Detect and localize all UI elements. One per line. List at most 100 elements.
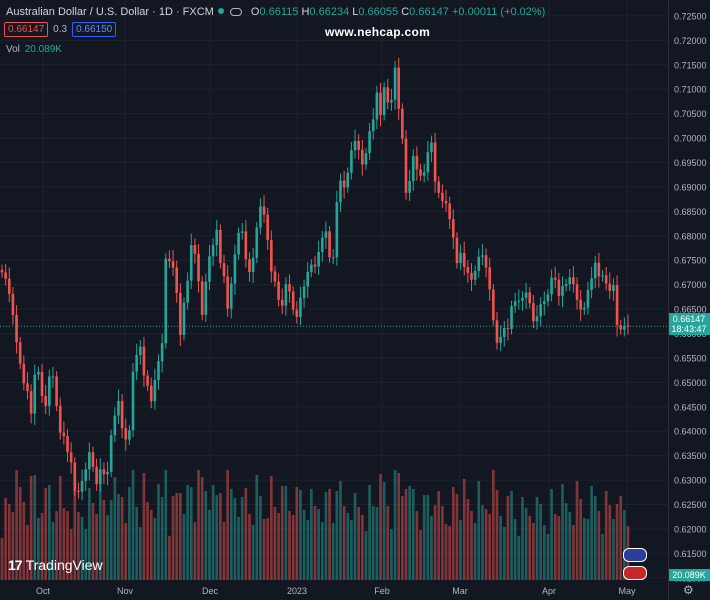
candle-body — [62, 432, 66, 437]
eye-icon[interactable] — [229, 8, 242, 17]
volume-bar — [106, 515, 109, 580]
candle-body — [386, 87, 390, 103]
candle-body — [361, 149, 364, 165]
trade-row: 0.66147 0.3 0.66150 — [4, 22, 117, 37]
y-tick-label: 0.64500 — [674, 402, 707, 412]
candle-body — [153, 379, 157, 402]
candle-body — [91, 452, 95, 467]
volume-bar — [77, 512, 80, 580]
candle-body — [331, 257, 335, 259]
candle-body — [102, 469, 106, 475]
volume-bar — [521, 497, 524, 580]
candle-body — [142, 346, 146, 376]
candle-body — [495, 320, 499, 343]
volume-bar — [557, 516, 561, 580]
y-tick-label: 0.63000 — [674, 476, 707, 486]
close-label: C — [401, 6, 410, 18]
volume-bar — [382, 482, 386, 580]
volume-bar — [462, 479, 466, 580]
volume-bar — [98, 479, 102, 580]
candle-body — [583, 307, 586, 310]
volume-bar — [357, 507, 360, 580]
chart-header: Australian Dollar / U.S. Dollar · 1D · F… — [6, 6, 545, 18]
candle-body — [193, 245, 197, 254]
candle-body — [371, 119, 375, 132]
candle-body — [470, 272, 473, 280]
candle-body — [550, 277, 553, 295]
candle-body — [535, 316, 539, 322]
volume-bar — [226, 470, 229, 580]
candle-body — [542, 301, 546, 305]
volume-bar — [251, 525, 255, 580]
candle-body — [346, 172, 350, 188]
symbol-title[interactable]: Australian Dollar / U.S. Dollar · 1D · F… — [6, 6, 214, 18]
volume-bar — [157, 484, 160, 580]
volume-bar — [528, 516, 532, 580]
y-tick-label: 0.72500 — [674, 11, 707, 21]
volume-bar — [18, 487, 22, 580]
candle-body — [401, 108, 404, 139]
price-axis[interactable]: 0.72500 0.72000 0.71500 0.71000 0.70500 0.700… — [674, 11, 707, 583]
candle-body — [109, 435, 113, 472]
y-tick-label: 0.65500 — [674, 353, 707, 363]
volume-bar — [579, 499, 582, 580]
gear-icon[interactable]: ⚙ — [683, 583, 694, 597]
volume-bar — [7, 504, 11, 580]
y-tick-label: 0.62500 — [674, 500, 707, 510]
tradingview-logo[interactable]: 17 TradingView — [8, 557, 103, 573]
candle-body — [302, 286, 306, 298]
volume-bar — [248, 514, 251, 580]
volume-bar — [561, 484, 564, 580]
market-status-icon — [217, 8, 224, 14]
volume-bar — [160, 497, 164, 580]
candle-body — [200, 281, 204, 315]
candle-body — [18, 342, 22, 364]
volume-bar — [411, 489, 415, 580]
candle-body — [473, 270, 477, 280]
candle-body — [124, 428, 128, 440]
candle-body — [128, 430, 131, 440]
volume-bar — [266, 518, 269, 580]
candle-body — [601, 275, 604, 277]
volume-bar — [222, 522, 226, 580]
volume-bar — [120, 497, 124, 580]
candle-body — [411, 156, 415, 182]
volume-bar — [175, 493, 179, 580]
time-axis[interactable]: Oct Nov Dec 2023 Feb Mar Apr May — [36, 586, 636, 596]
volume-bar — [88, 488, 91, 580]
candle-body — [364, 153, 368, 165]
volume-bar — [532, 523, 535, 580]
candle-body — [579, 299, 582, 310]
volume-bar — [510, 491, 513, 580]
volume-bar — [601, 534, 604, 580]
volume-bar — [615, 504, 619, 580]
candle-body — [48, 376, 51, 406]
volume-bar — [353, 493, 357, 580]
candle-body — [197, 253, 200, 282]
candle-body — [488, 267, 492, 290]
volume-bar — [422, 495, 426, 580]
sell-button[interactable]: 0.66147 — [4, 22, 49, 37]
candle-body — [164, 258, 168, 344]
candle-body — [248, 259, 251, 272]
candle-body — [171, 261, 175, 268]
candle-body — [291, 291, 295, 310]
candle-body — [255, 227, 259, 258]
candle-body — [590, 278, 593, 291]
candle-body — [77, 490, 80, 492]
candle-body — [40, 372, 44, 397]
candle-body — [433, 142, 437, 182]
candle-body — [113, 415, 117, 436]
candle-body — [138, 346, 142, 355]
candle-body — [237, 232, 240, 255]
buy-button[interactable]: 0.66150 — [72, 22, 117, 37]
volume-bar — [233, 498, 237, 580]
volume-bar — [84, 529, 88, 580]
volume-bar — [320, 522, 324, 580]
volume-bar — [415, 511, 419, 580]
volume-bar — [295, 487, 299, 580]
volume-bar — [229, 489, 233, 580]
volume-bar — [179, 493, 182, 580]
candle-body — [546, 294, 550, 302]
